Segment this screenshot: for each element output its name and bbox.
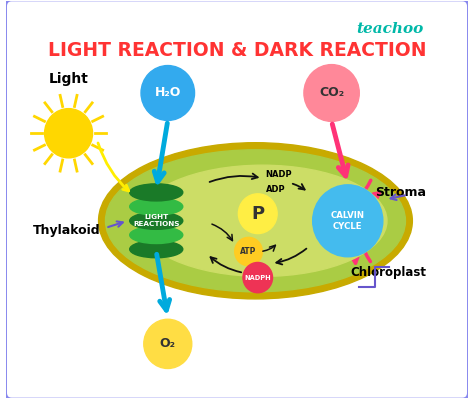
Ellipse shape bbox=[138, 165, 387, 277]
Text: CALVIN
CYCLE: CALVIN CYCLE bbox=[331, 211, 365, 231]
Circle shape bbox=[144, 319, 192, 369]
Text: O₂: O₂ bbox=[160, 338, 176, 350]
Ellipse shape bbox=[130, 184, 183, 201]
Circle shape bbox=[45, 109, 92, 158]
Text: Stroma: Stroma bbox=[375, 186, 426, 199]
Ellipse shape bbox=[130, 241, 183, 258]
Ellipse shape bbox=[130, 212, 183, 229]
Text: Thylakoid: Thylakoid bbox=[32, 224, 100, 237]
Text: teachoo: teachoo bbox=[356, 22, 424, 36]
Circle shape bbox=[238, 194, 277, 233]
Text: ADP: ADP bbox=[266, 185, 286, 194]
Text: NADP: NADP bbox=[265, 170, 292, 180]
Text: Light: Light bbox=[49, 72, 89, 86]
Text: LIGHT
REACTIONS: LIGHT REACTIONS bbox=[133, 214, 180, 227]
Text: LIGHT REACTION & DARK REACTION: LIGHT REACTION & DARK REACTION bbox=[48, 41, 426, 60]
Text: CO₂: CO₂ bbox=[319, 87, 344, 99]
Circle shape bbox=[141, 65, 194, 120]
Text: NADPH: NADPH bbox=[245, 275, 271, 280]
Circle shape bbox=[313, 185, 383, 257]
Circle shape bbox=[235, 237, 263, 266]
FancyBboxPatch shape bbox=[3, 0, 471, 399]
Circle shape bbox=[243, 263, 273, 293]
Text: P: P bbox=[251, 205, 264, 223]
Ellipse shape bbox=[106, 150, 405, 292]
Text: ATP: ATP bbox=[240, 247, 257, 256]
Text: H₂O: H₂O bbox=[155, 87, 181, 99]
Ellipse shape bbox=[130, 198, 183, 215]
Circle shape bbox=[304, 65, 359, 121]
Ellipse shape bbox=[99, 143, 412, 299]
Text: Chloroplast: Chloroplast bbox=[350, 267, 426, 279]
Ellipse shape bbox=[130, 227, 183, 243]
